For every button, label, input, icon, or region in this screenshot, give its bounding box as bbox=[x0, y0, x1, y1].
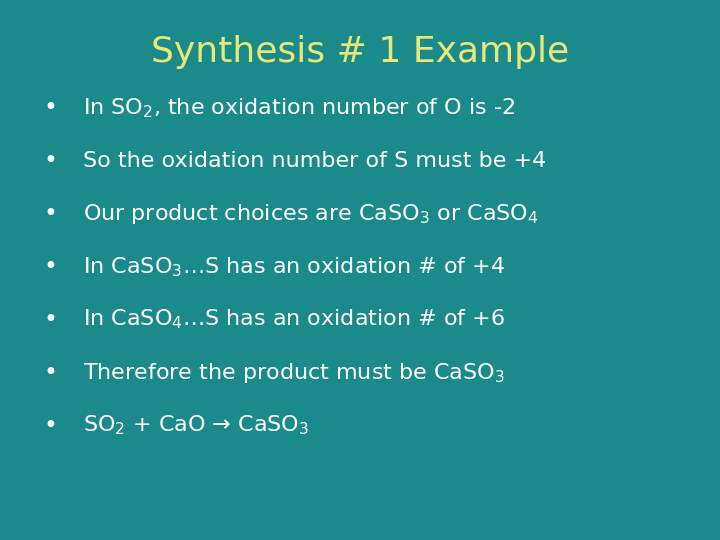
Text: •: • bbox=[43, 308, 57, 332]
Text: Our product choices are CaSO$_3$ or CaSO$_4$: Our product choices are CaSO$_3$ or CaSO… bbox=[83, 202, 539, 226]
Text: •: • bbox=[43, 202, 57, 226]
Text: SO$_2$ + CaO → CaSO$_3$: SO$_2$ + CaO → CaSO$_3$ bbox=[83, 414, 309, 437]
Text: Synthesis # 1 Example: Synthesis # 1 Example bbox=[151, 35, 569, 69]
Text: In CaSO$_4$…S has an oxidation # of +6: In CaSO$_4$…S has an oxidation # of +6 bbox=[83, 308, 505, 332]
Text: So the oxidation number of S must be +4: So the oxidation number of S must be +4 bbox=[83, 151, 546, 171]
Text: •: • bbox=[43, 361, 57, 384]
Text: In CaSO$_3$…S has an oxidation # of +4: In CaSO$_3$…S has an oxidation # of +4 bbox=[83, 255, 505, 279]
Text: •: • bbox=[43, 96, 57, 120]
Text: •: • bbox=[43, 149, 57, 173]
Text: In SO$_2$, the oxidation number of O is -2: In SO$_2$, the oxidation number of O is … bbox=[83, 96, 515, 120]
Text: Therefore the product must be CaSO$_3$: Therefore the product must be CaSO$_3$ bbox=[83, 361, 505, 384]
Text: •: • bbox=[43, 414, 57, 437]
Text: •: • bbox=[43, 255, 57, 279]
